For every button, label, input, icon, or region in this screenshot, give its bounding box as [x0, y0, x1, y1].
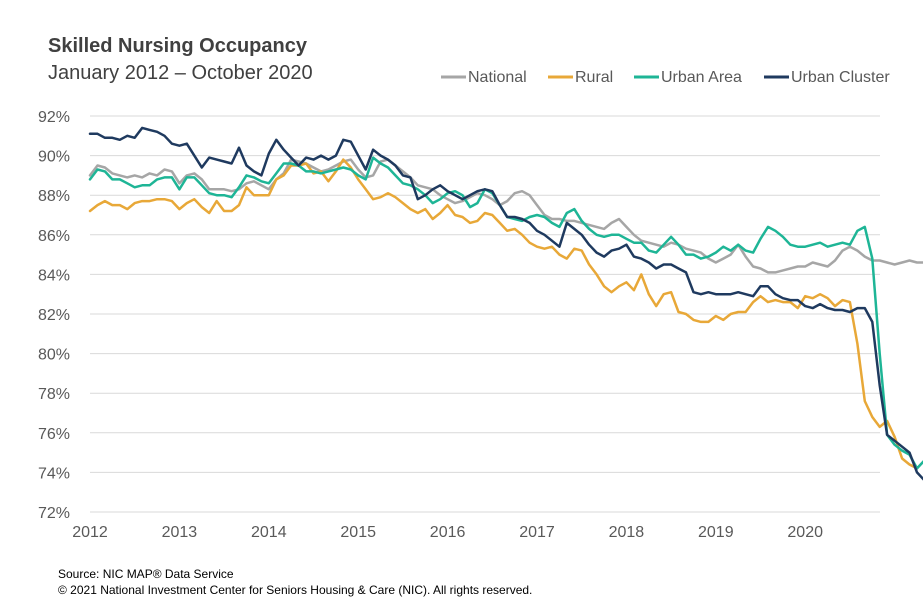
- copyright-note: © 2021 National Investment Center for Se…: [58, 583, 532, 597]
- y-tick-label: 90%: [38, 149, 70, 166]
- legend-item-national: National: [441, 69, 527, 86]
- y-tick-label: 82%: [38, 307, 70, 324]
- legend-item-rural: Rural: [548, 69, 613, 86]
- x-tick-label: 2018: [609, 524, 645, 541]
- legend-label-urban-area: Urban Area: [661, 69, 742, 86]
- y-tick-label: 80%: [38, 347, 70, 364]
- y-tick-label: 92%: [38, 109, 70, 126]
- chart-subtitle: January 2012 – October 2020: [48, 62, 313, 84]
- legend-label-urban-cluster: Urban Cluster: [791, 69, 890, 86]
- series-line-urban-cluster: [88, 126, 923, 481]
- x-tick-label: 2014: [251, 524, 287, 541]
- x-tick-label: 2013: [162, 524, 198, 541]
- y-tick-label: 72%: [38, 505, 70, 522]
- x-tick-label: 2019: [698, 524, 734, 541]
- y-tick-label: 74%: [38, 465, 70, 482]
- x-tick-label: 2015: [340, 524, 376, 541]
- legend-label-national: National: [468, 69, 527, 86]
- gridlines: [90, 115, 880, 513]
- y-tick-label: 76%: [38, 426, 70, 443]
- source-note: Source: NIC MAP® Data Service: [58, 567, 234, 581]
- x-axis-ticks: 2012 2013 2014 2015 2016 2017 2018 2019 2020: [72, 524, 823, 541]
- series-line-rural: [88, 158, 919, 470]
- y-tick-label: 86%: [38, 228, 70, 245]
- x-tick-label: 2020: [787, 524, 823, 541]
- legend-item-urban-cluster: Urban Cluster: [764, 69, 890, 86]
- legend-item-urban-area: Urban Area: [634, 69, 742, 86]
- y-tick-label: 88%: [38, 188, 70, 205]
- legend: National Rural Urban Area Urban Cluster: [441, 69, 890, 86]
- legend-label-rural: Rural: [575, 69, 613, 86]
- x-tick-label: 2012: [72, 524, 108, 541]
- y-axis-ticks: 72% 74% 76% 78% 80% 82% 84% 86% 88% 90% 92%: [38, 109, 70, 522]
- y-tick-label: 84%: [38, 267, 70, 284]
- y-tick-label: 78%: [38, 386, 70, 403]
- chart-title: Skilled Nursing Occupancy: [48, 35, 308, 57]
- x-tick-label: 2017: [519, 524, 555, 541]
- x-tick-label: 2016: [430, 524, 466, 541]
- series-lines: [88, 126, 923, 481]
